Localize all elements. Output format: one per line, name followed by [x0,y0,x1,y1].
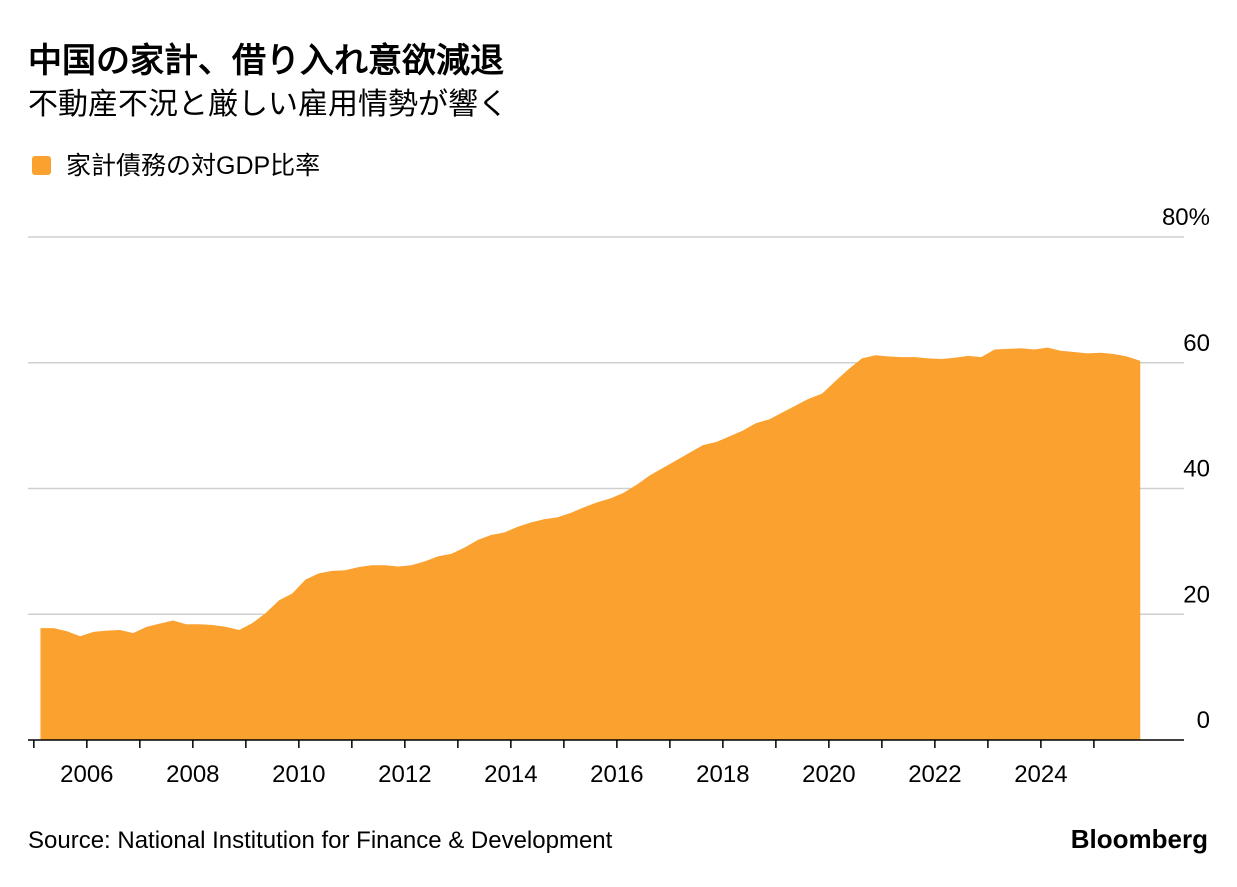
x-tick-label: 2016 [590,761,643,788]
y-tick-label: 40 [1183,456,1210,483]
x-tick-label: 2006 [60,761,113,788]
legend-swatch [32,156,51,175]
chart-subtitle: 不動産不況と厳しい雇用情勢が響く [28,88,508,121]
y-tick-label: 0 [1197,707,1210,734]
brand-logo: Bloomberg [1071,824,1208,854]
y-tick-label: 60 [1183,330,1210,357]
x-tick-label: 2008 [166,761,219,788]
x-tick-label: 2020 [802,761,855,788]
y-tick-label: 80% [1162,204,1210,231]
legend-label: 家計債務の対GDP比率 [66,152,320,180]
y-tick-label: 20 [1183,581,1210,608]
x-tick-label: 2024 [1014,761,1067,788]
area [40,347,1141,740]
chart-title: 中国の家計、借り入れ意欲減退 [28,42,504,80]
x-tick-label: 2010 [272,761,325,788]
source: Source: National Institution for Finance… [28,827,613,854]
x-tick-label: 2014 [484,761,537,788]
x-tick-label: 2018 [696,761,749,788]
x-tick-label: 2012 [378,761,431,788]
x-tick-label: 2022 [908,761,961,788]
